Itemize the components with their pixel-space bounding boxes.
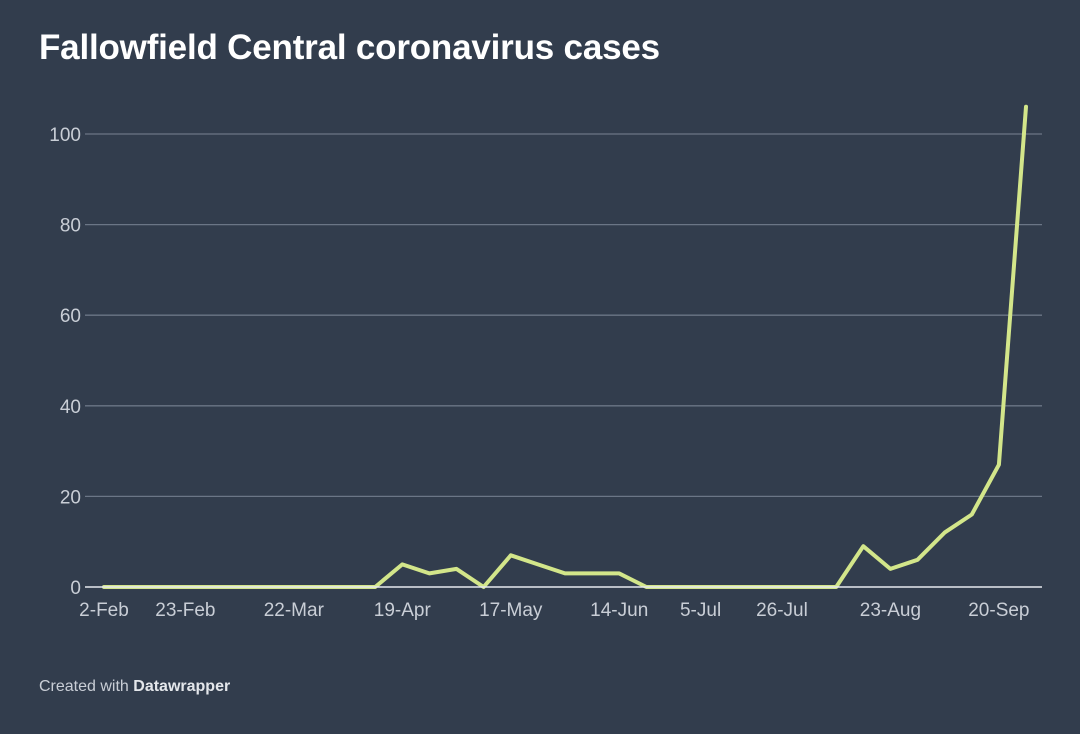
y-tick-label: 80: [60, 216, 81, 237]
series-line: [102, 104, 1028, 589]
x-tick-label: 26-Jul: [756, 600, 808, 621]
footer-prefix: Created with: [39, 678, 134, 695]
x-tick-label: 19-Apr: [374, 600, 432, 621]
y-tick-label: 0: [70, 578, 81, 599]
x-tick-label: 20-Sep: [968, 600, 1029, 621]
footer-credit: Created with Datawrapper: [39, 678, 230, 696]
x-tick-label: 2-Feb: [79, 600, 129, 621]
y-tick-label: 100: [49, 125, 81, 146]
y-tick-label: 40: [60, 397, 81, 418]
grid-lines: [85, 133, 1042, 498]
x-tick-label: 23-Aug: [860, 600, 921, 621]
x-tick-label: 5-Jul: [680, 600, 721, 621]
y-axis-labels: 0 20 40 60 80 100: [49, 125, 81, 599]
y-tick-label: 20: [60, 487, 81, 508]
x-tick-label: 17-May: [479, 600, 543, 621]
y-tick-label: 60: [60, 306, 81, 327]
x-tick-label: 14-Jun: [590, 600, 648, 621]
series-group: [102, 104, 1028, 589]
x-tick-label: 23-Feb: [155, 600, 215, 621]
chart-title: Fallowfield Central coronavirus cases: [39, 28, 660, 67]
x-axis-labels: 2-Feb 23-Feb 22-Mar 19-Apr 17-May 14-Jun 5-Jul…: [79, 600, 1029, 621]
x-tick-label: 22-Mar: [264, 600, 325, 621]
footer-brand: Datawrapper: [133, 678, 231, 695]
